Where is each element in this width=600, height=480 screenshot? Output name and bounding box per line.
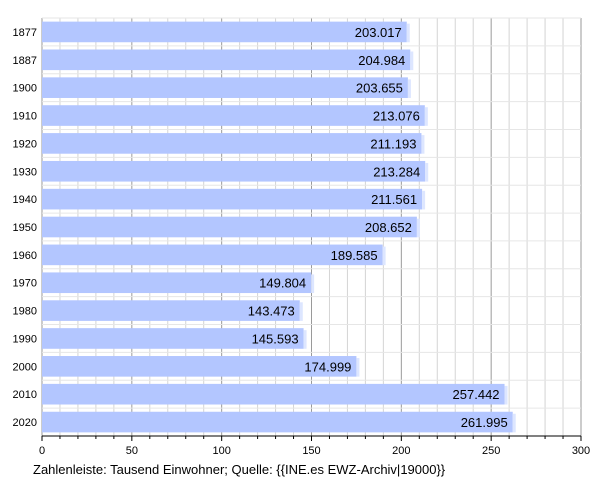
x-tick-label: 50 xyxy=(126,445,138,457)
bar-shadow xyxy=(410,51,414,71)
bar-shadow xyxy=(416,218,420,238)
value-label: 174.999 xyxy=(304,359,351,374)
category-label: 1970 xyxy=(13,278,37,290)
category-label: 1990 xyxy=(13,333,37,345)
bar-shadow xyxy=(512,413,516,433)
bar xyxy=(42,356,357,377)
bar xyxy=(42,328,304,349)
bar-shadow xyxy=(311,274,315,294)
value-label: 189.585 xyxy=(331,248,378,263)
bar-shadow xyxy=(407,79,411,98)
value-label: 213.284 xyxy=(373,164,420,179)
bar xyxy=(42,383,505,405)
bar-shadow xyxy=(425,162,429,182)
category-label: 1960 xyxy=(13,250,37,262)
value-label: 213.076 xyxy=(373,109,420,124)
x-tick-label: 100 xyxy=(212,445,230,457)
x-tick-label: 200 xyxy=(392,445,410,457)
category-label: 2010 xyxy=(13,389,37,401)
bar-shadow xyxy=(424,107,428,126)
bar xyxy=(42,411,513,433)
category-label: 2020 xyxy=(13,417,37,429)
category-label: 1887 xyxy=(13,55,37,67)
category-label: 1920 xyxy=(13,138,37,150)
category-label: 1980 xyxy=(13,306,37,318)
bar-shadow xyxy=(303,330,307,349)
value-label: 149.804 xyxy=(259,276,306,291)
bar xyxy=(42,272,312,294)
value-label: 211.193 xyxy=(370,136,416,151)
x-tick-label: 300 xyxy=(572,445,590,457)
value-label: 204.984 xyxy=(358,53,405,68)
bar xyxy=(42,133,422,154)
x-tick-label: 0 xyxy=(39,445,45,457)
value-label: 145.593 xyxy=(252,331,299,346)
bars: 1877 203.017 1887 204.984 1900 203.655 1910 213… xyxy=(13,21,516,433)
bar xyxy=(42,188,423,210)
category-label: 1950 xyxy=(13,222,37,234)
bar-shadow xyxy=(422,190,426,210)
x-axis: 0 50 100 150 200 250 300 xyxy=(39,435,590,457)
bar xyxy=(42,216,417,238)
value-label: 143.473 xyxy=(248,304,295,319)
bar-shadow xyxy=(299,302,303,321)
bar xyxy=(42,77,408,98)
bar xyxy=(42,105,425,126)
category-label: 1940 xyxy=(13,194,37,206)
chart-caption: Zahlenleiste: Tausend Einwohner; Quelle:… xyxy=(33,462,446,477)
bar-shadow xyxy=(421,135,425,154)
value-label: 203.017 xyxy=(355,25,402,40)
bar-shadow xyxy=(382,246,386,266)
category-label: 1910 xyxy=(13,111,37,123)
bar-shadow xyxy=(504,385,508,405)
value-label: 261.995 xyxy=(461,415,508,430)
category-label: 1900 xyxy=(13,83,37,95)
bar-shadow xyxy=(356,358,360,377)
x-tick-label: 250 xyxy=(482,445,500,457)
category-label: 2000 xyxy=(13,361,37,373)
value-label: 211.561 xyxy=(371,192,417,207)
x-tick-label: 150 xyxy=(302,445,320,457)
bar xyxy=(42,160,426,182)
value-label: 203.655 xyxy=(356,81,403,96)
bar xyxy=(42,244,383,266)
category-label: 1930 xyxy=(13,166,37,178)
bar-shadow xyxy=(406,23,410,43)
category-label: 1877 xyxy=(13,27,37,39)
value-label: 257.442 xyxy=(453,387,500,402)
bar xyxy=(42,300,300,321)
bar xyxy=(42,21,407,43)
bar xyxy=(42,49,411,71)
value-label: 208.652 xyxy=(365,220,412,235)
